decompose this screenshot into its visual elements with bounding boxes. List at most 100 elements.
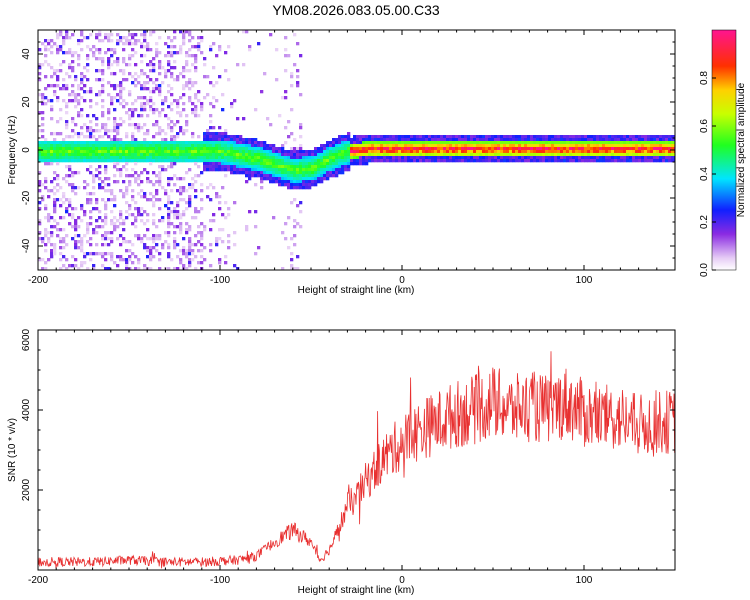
heatmap-cell — [611, 153, 615, 157]
heatmap-cell — [269, 144, 273, 148]
heatmap-cell — [128, 174, 132, 178]
heatmap-cell — [134, 72, 138, 76]
heatmap-cell — [524, 138, 528, 142]
heatmap-cell — [140, 237, 144, 241]
heatmap-cell — [128, 90, 132, 94]
heatmap-cell — [530, 138, 534, 142]
heatmap-cell — [182, 264, 186, 268]
heatmap-cell — [110, 198, 114, 202]
heatmap-cell — [107, 252, 111, 256]
heatmap-cell — [557, 138, 561, 142]
heatmap-cell — [269, 159, 273, 163]
heatmap-cell — [428, 153, 432, 157]
heatmap-cell — [200, 222, 204, 226]
heatmap-cell — [182, 177, 186, 181]
heatmap-cell — [590, 156, 594, 160]
heatmap-cell — [38, 237, 42, 241]
heatmap-cell — [191, 111, 195, 115]
heatmap-cell — [614, 156, 618, 160]
heatmap-cell — [398, 159, 402, 163]
heatmap-cell — [269, 168, 273, 172]
heatmap-cell — [437, 141, 441, 145]
heatmap-cell — [185, 156, 189, 160]
heatmap-cell — [287, 171, 291, 175]
heatmap-cell — [170, 102, 174, 106]
heatmap-cell — [101, 159, 105, 163]
heatmap-cell — [257, 171, 261, 175]
heatmap-cell — [110, 258, 114, 262]
heatmap-cell — [104, 144, 108, 148]
heatmap-x-label: Height of straight line (km) — [298, 285, 415, 296]
heatmap-cell — [314, 165, 318, 169]
heatmap-cell — [167, 225, 171, 229]
heatmap-cell — [656, 135, 660, 139]
heatmap-cell — [359, 162, 363, 166]
heatmap-cell — [191, 84, 195, 88]
heatmap-cell — [257, 141, 261, 145]
heatmap-cell — [86, 36, 90, 40]
heatmap-cell — [107, 63, 111, 67]
heatmap-cell — [338, 171, 342, 175]
heatmap-cell — [671, 153, 675, 157]
heatmap-cell — [80, 141, 84, 145]
heatmap-cell — [332, 153, 336, 157]
heatmap-cell — [128, 150, 132, 154]
heatmap-cell — [590, 135, 594, 139]
heatmap-cell — [161, 81, 165, 85]
heatmap-cell — [563, 159, 567, 163]
heatmap-cell — [494, 144, 498, 148]
heatmap-cell — [533, 141, 537, 145]
heatmap-cell — [122, 147, 126, 151]
heatmap-cell — [599, 150, 603, 154]
heatmap-cell — [197, 150, 201, 154]
heatmap-cell — [569, 141, 573, 145]
heatmap-cell — [137, 123, 141, 127]
heatmap-cell — [188, 141, 192, 145]
heatmap-cell — [242, 168, 246, 172]
heatmap-cell — [386, 156, 390, 160]
heatmap-cell — [113, 216, 117, 220]
heatmap-cell — [164, 138, 168, 142]
heatmap-cell — [662, 138, 666, 142]
heatmap-cell — [638, 144, 642, 148]
heatmap-cell — [626, 144, 630, 148]
heatmap-cell — [68, 222, 72, 226]
heatmap-cell — [590, 147, 594, 151]
heatmap-cell — [296, 84, 300, 88]
heatmap-cell — [179, 45, 183, 49]
heatmap-cell — [419, 156, 423, 160]
heatmap-cell — [56, 99, 60, 103]
heatmap-cell — [80, 33, 84, 37]
heatmap-cell — [458, 150, 462, 154]
heatmap-cell — [428, 135, 432, 139]
heatmap-cell — [158, 60, 162, 64]
heatmap-cell — [113, 180, 117, 184]
heatmap-cell — [371, 138, 375, 142]
heatmap-cell — [65, 144, 69, 148]
heatmap-cell — [266, 162, 270, 166]
heatmap-cell — [521, 144, 525, 148]
heatmap-cell — [281, 177, 285, 181]
heatmap-cell — [107, 177, 111, 181]
heatmap-cell — [137, 234, 141, 238]
heatmap-cell — [233, 138, 237, 142]
heatmap-cell — [272, 159, 276, 163]
heatmap-cell — [176, 111, 180, 115]
heatmap-cell — [491, 144, 495, 148]
heatmap-cell — [110, 147, 114, 151]
heatmap-cell — [539, 156, 543, 160]
heatmap-cell — [599, 159, 603, 163]
heatmap-cell — [296, 150, 300, 154]
heatmap-cell — [179, 261, 183, 265]
heatmap-cell — [101, 147, 105, 151]
heatmap-cell — [125, 132, 129, 136]
heatmap-cell — [530, 156, 534, 160]
heatmap-cell — [38, 180, 42, 184]
heatmap-cell — [653, 138, 657, 142]
heatmap-cell — [50, 105, 54, 109]
heatmap-cell — [320, 171, 324, 175]
heatmap-cell — [242, 141, 246, 145]
heatmap-cell — [53, 171, 57, 175]
heatmap-cell — [191, 147, 195, 151]
heatmap-cell — [212, 153, 216, 157]
